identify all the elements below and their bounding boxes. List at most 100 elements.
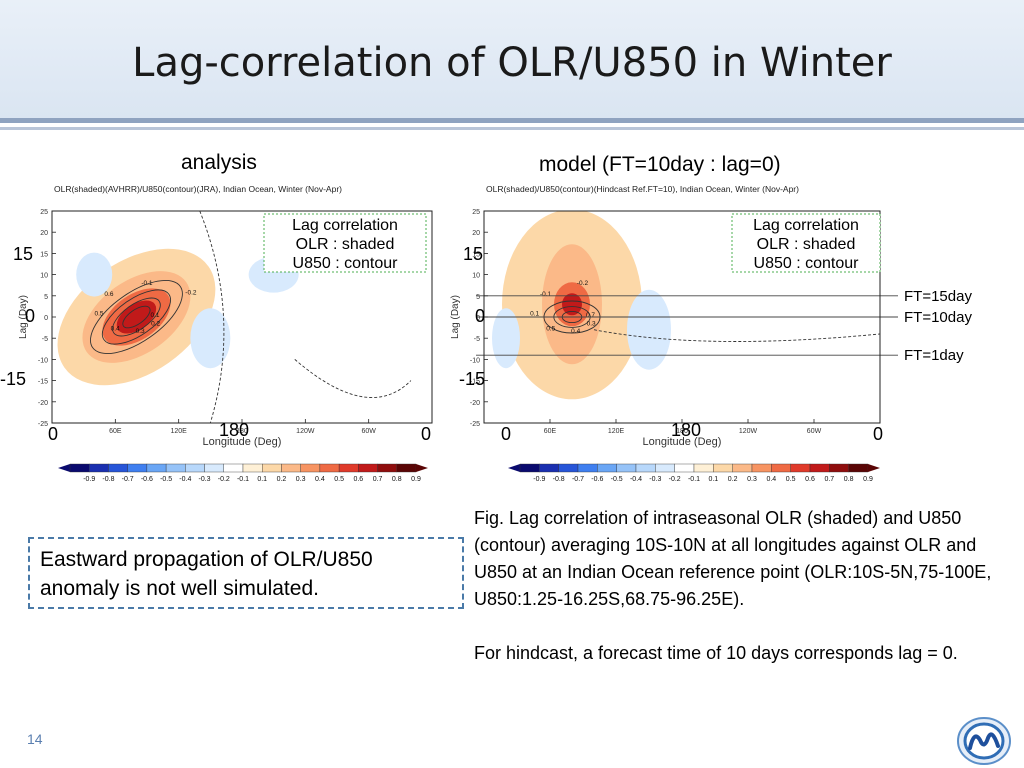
- slide-title: Lag-correlation of OLR/U850 in Winter: [132, 40, 892, 86]
- colorbar-swatch: [300, 463, 321, 473]
- contour-line: [112, 297, 161, 337]
- page-number: 14: [27, 731, 43, 747]
- y-tick-label: -15: [38, 379, 48, 386]
- colorbar-level-label: 0.1: [708, 476, 718, 483]
- x-tick-label: 120E: [170, 428, 187, 435]
- olr-negative-patch: [76, 252, 113, 297]
- colorbar-level-label: 0.6: [353, 476, 363, 483]
- colorbar-level-label: 0.1: [257, 476, 267, 483]
- y-tick-label: -10: [38, 357, 48, 364]
- u850-contours: [90, 211, 412, 423]
- overlay-y15-analysis: 15: [13, 244, 34, 264]
- olr-shading: [492, 211, 872, 400]
- y-tick-label: 5: [476, 294, 480, 301]
- colorbar-level-label: -0.4: [179, 476, 191, 483]
- colorbar-level-label: -0.7: [572, 476, 584, 483]
- chart-analysis: OLR(shaded)(AVHRR)/U850(contour)(JRA), I…: [18, 184, 433, 448]
- contour-line: [90, 279, 183, 355]
- colorbar-swatch: [319, 463, 340, 473]
- legend-entry: Lag correlation: [292, 217, 398, 234]
- colorbar-swatch: [829, 463, 849, 473]
- colorbar-swatch: [89, 463, 109, 473]
- contour-value-label: 0.3: [587, 321, 596, 328]
- olr-negative-patch: [627, 289, 671, 370]
- colorbar-level-label: -0.6: [141, 476, 153, 483]
- colorbar-swatch: [223, 463, 244, 473]
- contour-value-label: 0.7: [586, 312, 595, 319]
- legend-entry: Lag correlation: [753, 217, 859, 234]
- olr-negative-patch: [328, 347, 409, 388]
- x-tick-label: 120W: [739, 428, 758, 435]
- organization-logo: [957, 717, 1011, 765]
- colorbar-swatch: [809, 463, 830, 473]
- contour-value-label: 0.4: [111, 326, 120, 333]
- colorbar-level-label: -0.7: [122, 476, 134, 483]
- slide-header: [0, 0, 1024, 118]
- colorbar-level-label: 0.7: [373, 476, 383, 483]
- colorbar-level-label: 0.7: [824, 476, 834, 483]
- colorbar-swatch: [751, 463, 772, 473]
- colorbar-swatch: [281, 463, 301, 473]
- x-tick-label: 60W: [361, 428, 376, 435]
- colorbar-swatch: [616, 463, 637, 473]
- overlay-y0-model: 0: [475, 306, 486, 326]
- panel-title-analysis: analysis: [181, 151, 257, 174]
- olr-negative-patch: [492, 308, 520, 369]
- header-rule: [0, 118, 1024, 123]
- header-rule-thin: [0, 127, 1024, 130]
- colorbar-level-label: 0.5: [334, 476, 344, 483]
- colorbar-level-label: 0.3: [747, 476, 757, 483]
- contour-value-label: 0.5: [546, 326, 555, 333]
- contour-value-label: -0.1: [540, 291, 552, 298]
- colorbar-level-label: -0.4: [630, 476, 642, 483]
- colorbar-swatch: [108, 463, 128, 473]
- colorbar-swatch: [377, 463, 397, 473]
- x-tick-label: 60E: [544, 428, 557, 435]
- overlay-y15-model: 15: [463, 244, 484, 264]
- y-tick-label: -5: [42, 336, 48, 343]
- colorbar-swatch: [262, 463, 282, 473]
- colorbar-swatch: [358, 463, 378, 473]
- colorbar-swatch: [674, 463, 695, 473]
- colorbar-analysis: -0.9 -0.8 -0.7 -0.6 -0.5 -0.4 -0.3 -0.2 -0.1 0.1 0…: [58, 463, 428, 483]
- contour-value-label: 0.2: [151, 321, 160, 328]
- figure-caption-block: Fig. Lag correlation of intraseasonal OL…: [474, 505, 1004, 694]
- y-tick-label: -5: [474, 336, 480, 343]
- overlay-ym15-analysis: -15: [0, 369, 27, 389]
- colorbar-swatch: [146, 463, 167, 473]
- y-tick-label: 15: [40, 251, 48, 258]
- y-tick-label: 0: [44, 315, 48, 322]
- colorbar-swatch: [242, 463, 263, 473]
- colorbar-swatch: [713, 463, 733, 473]
- colorbar-swatch: [127, 463, 148, 473]
- colorbar-swatch: [693, 463, 714, 473]
- colorbar-swatch: [558, 463, 579, 473]
- colorbar-level-label: 0.5: [786, 476, 796, 483]
- contour-value-label: -0.2: [577, 280, 589, 287]
- x-tick-label: 120E: [608, 428, 625, 435]
- overlay-x0-model: 0: [501, 424, 512, 444]
- colorbar-model: -0.9 -0.8 -0.7 -0.6 -0.5 -0.4 -0.3 -0.2 -0.1 0.1 0…: [508, 463, 880, 483]
- olr-shading: [57, 248, 409, 388]
- reference-line-label: FT=15day: [904, 288, 972, 305]
- y-tick-label: -20: [470, 400, 480, 407]
- contour-value-label: 0.3: [136, 328, 145, 335]
- colorbar-level-label: -0.6: [591, 476, 603, 483]
- y-tick-label: -25: [470, 421, 480, 428]
- colorbar-level-label: -0.3: [649, 476, 661, 483]
- colorbar-level-label: 0.9: [411, 476, 421, 483]
- colorbar-swatch: [396, 463, 417, 473]
- y-tick-label: -10: [470, 357, 480, 364]
- colorbar-swatch: [732, 463, 753, 473]
- figure-caption: Fig. Lag correlation of intraseasonal OL…: [474, 508, 992, 609]
- legend-entry: OLR : shaded: [296, 236, 395, 253]
- y-tick-label: 20: [40, 230, 48, 237]
- legend-box: [263, 213, 427, 273]
- colorbar-level-label: -0.5: [611, 476, 623, 483]
- colorbar-level-label: 0.9: [863, 476, 873, 483]
- chart-subtitle: OLR(shaded)(AVHRR)/U850(contour)(JRA), I…: [54, 184, 342, 194]
- colorbar-level-label: -0.9: [83, 476, 95, 483]
- x-axis-label: Longitude (Deg): [203, 436, 282, 448]
- y-tick-label: 20: [472, 230, 480, 237]
- reference-line-label: FT=1day: [904, 347, 964, 364]
